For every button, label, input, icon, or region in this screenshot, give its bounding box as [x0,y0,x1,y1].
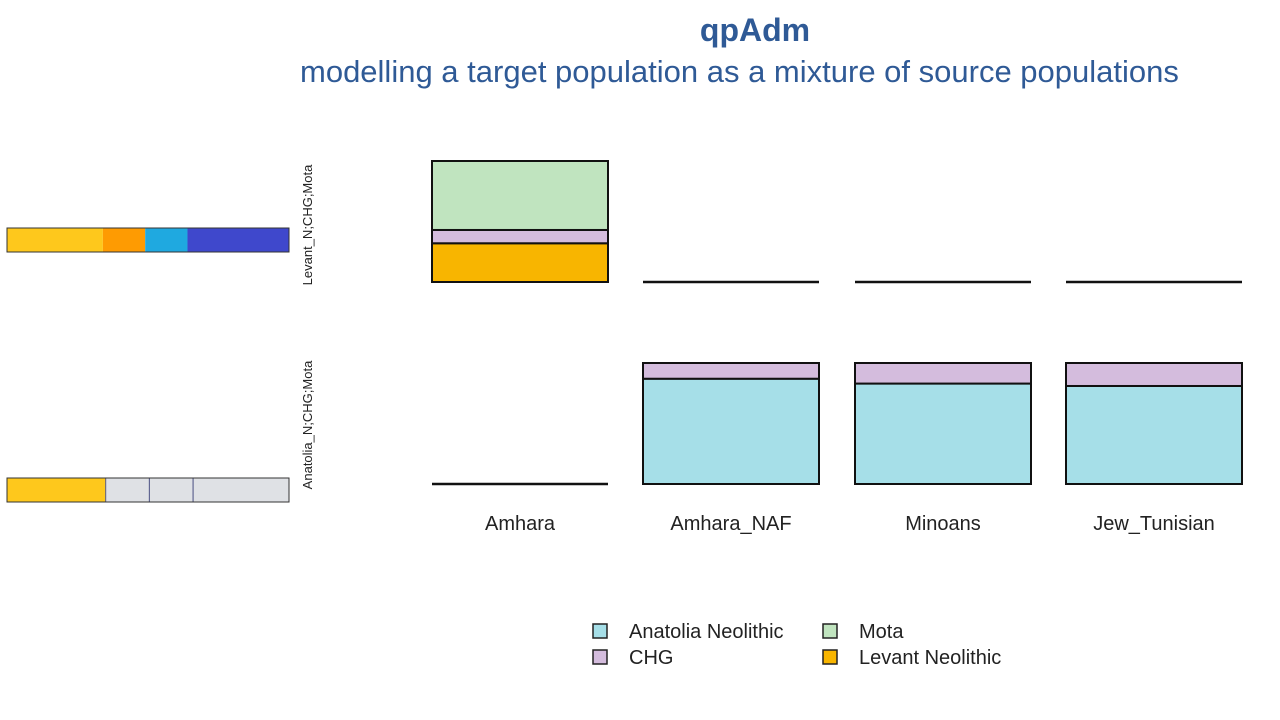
bar-segment-anatolia-neolithic [854,382,1032,486]
legend-label: Mota [859,621,904,643]
legend-swatch [592,623,608,639]
bar-segment-levant-neolithic [431,242,609,283]
model-key-segment [7,478,106,502]
model-key-segment [148,477,194,503]
bar-segment-chg [431,228,609,245]
bar-segment-anatolia-neolithic [642,377,820,486]
bar-segment-anatolia-neolithic [1065,384,1243,485]
bar-segment-chg [642,362,820,380]
model-key-segment [102,228,146,252]
chart-title: qpAdm [699,12,811,48]
model-key-segment [145,228,188,252]
bar-segment-mota [431,160,609,231]
model-label: Levant_N;CHG;Mota [300,164,315,285]
x-tick-label: Jew_Tunisian [1093,513,1215,535]
model-key-segment [105,477,150,503]
legend-label: CHG [629,647,673,669]
model-key-segment [7,228,103,252]
legend-label: Anatolia Neolithic [629,621,784,643]
model-key-outline [6,227,290,253]
bar-segment-chg [1065,362,1243,387]
legend-swatch [592,649,608,665]
legend-swatch [822,623,838,639]
bar-segment-chg [854,362,1032,385]
x-tick-label: Amhara [485,513,556,535]
legend-label: Levant Neolithic [859,647,1001,669]
x-tick-label: Amhara_NAF [670,513,791,535]
x-tick-label: Minoans [905,513,981,535]
model-key-segment [192,477,290,503]
model-key-outline [6,477,290,503]
legend-swatch [822,649,838,665]
chart-subtitle: modelling a target population as a mixtu… [300,54,1179,89]
model-label: Anatolia_N;CHG;Mota [300,360,315,489]
model-key-segment [187,228,289,252]
